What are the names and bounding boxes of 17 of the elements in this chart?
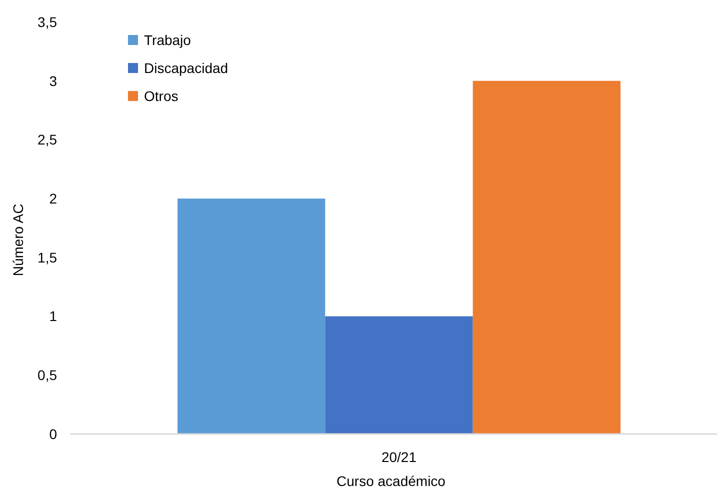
- y-tick-label: 1,5: [38, 249, 58, 266]
- legend-label: Otros: [144, 88, 178, 104]
- y-tick-label: 2,5: [38, 132, 58, 148]
- bar: [177, 198, 326, 434]
- bar: [472, 80, 621, 434]
- y-tick-label: 3,5: [38, 14, 58, 30]
- x-axis-title: Curso académico: [336, 472, 446, 489]
- x-tick-label: 20/21: [381, 448, 417, 465]
- legend-label: Trabajo: [144, 32, 192, 48]
- y-tick-label: 0: [49, 426, 58, 442]
- bar: [325, 316, 473, 434]
- y-tick-label: 3: [49, 72, 58, 89]
- y-tick-label: 2: [49, 190, 58, 206]
- y-tick-label: 0,5: [38, 367, 58, 384]
- y-axis-title: Número AC: [10, 204, 26, 276]
- y-tick-label: 1: [49, 308, 58, 324]
- legend-label: Discapacidad: [144, 60, 228, 76]
